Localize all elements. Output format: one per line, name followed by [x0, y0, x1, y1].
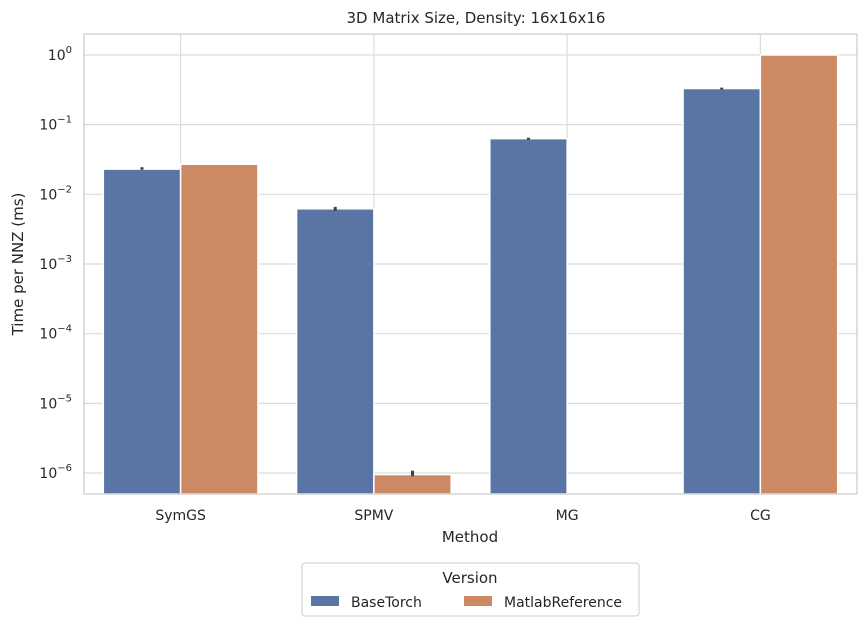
x-tick-label-symgs: SymGS [155, 508, 206, 524]
y-tick-label: 100 [48, 45, 72, 64]
x-tick-label-cg: CG [750, 508, 771, 524]
y-tick-label: 10−5 [39, 393, 72, 412]
x-axis-title: Method [442, 528, 498, 546]
x-tick-labels: SymGS SPMV MG CG [155, 508, 770, 524]
y-tick-label: 10−4 [39, 324, 72, 343]
legend-label-basetorch: BaseTorch [351, 595, 422, 611]
y-tick-label: 10−2 [39, 184, 72, 203]
y-tick-label: 10−1 [39, 115, 72, 134]
bar-basetorch-mg [489, 137, 568, 495]
legend: Version BaseTorch MatlabReference [301, 562, 640, 617]
bar-matlabreference-cg [759, 54, 839, 495]
plot-frame [83, 33, 858, 495]
x-tick-label-spmv: SPMV [354, 508, 393, 524]
bars [102, 54, 839, 495]
legend-swatch-matlabreference [464, 596, 492, 606]
legend-swatch-basetorch [311, 596, 339, 606]
bar-matlabreference-symgs [179, 163, 259, 495]
y-tick-labels: 10−6 10−5 10−4 10−3 10−2 10−1 100 [39, 45, 72, 482]
legend-frame [301, 562, 640, 617]
bar-basetorch-spmv [295, 208, 375, 495]
y-axis-title: Time per NNZ (ms) [9, 193, 27, 337]
error-bars [140, 87, 724, 477]
bar-matlabreference-spmv [373, 473, 452, 495]
bar-basetorch-symgs [102, 168, 182, 495]
y-tick-label: 10−6 [39, 463, 72, 482]
legend-title: Version [442, 569, 497, 587]
chart-title: 3D Matrix Size, Density: 16x16x16 [347, 9, 606, 27]
y-tick-label: 10−3 [39, 254, 72, 273]
x-tick-label-mg: MG [556, 508, 579, 524]
bar-basetorch-cg [682, 87, 762, 495]
legend-label-matlabreference: MatlabReference [504, 595, 622, 611]
